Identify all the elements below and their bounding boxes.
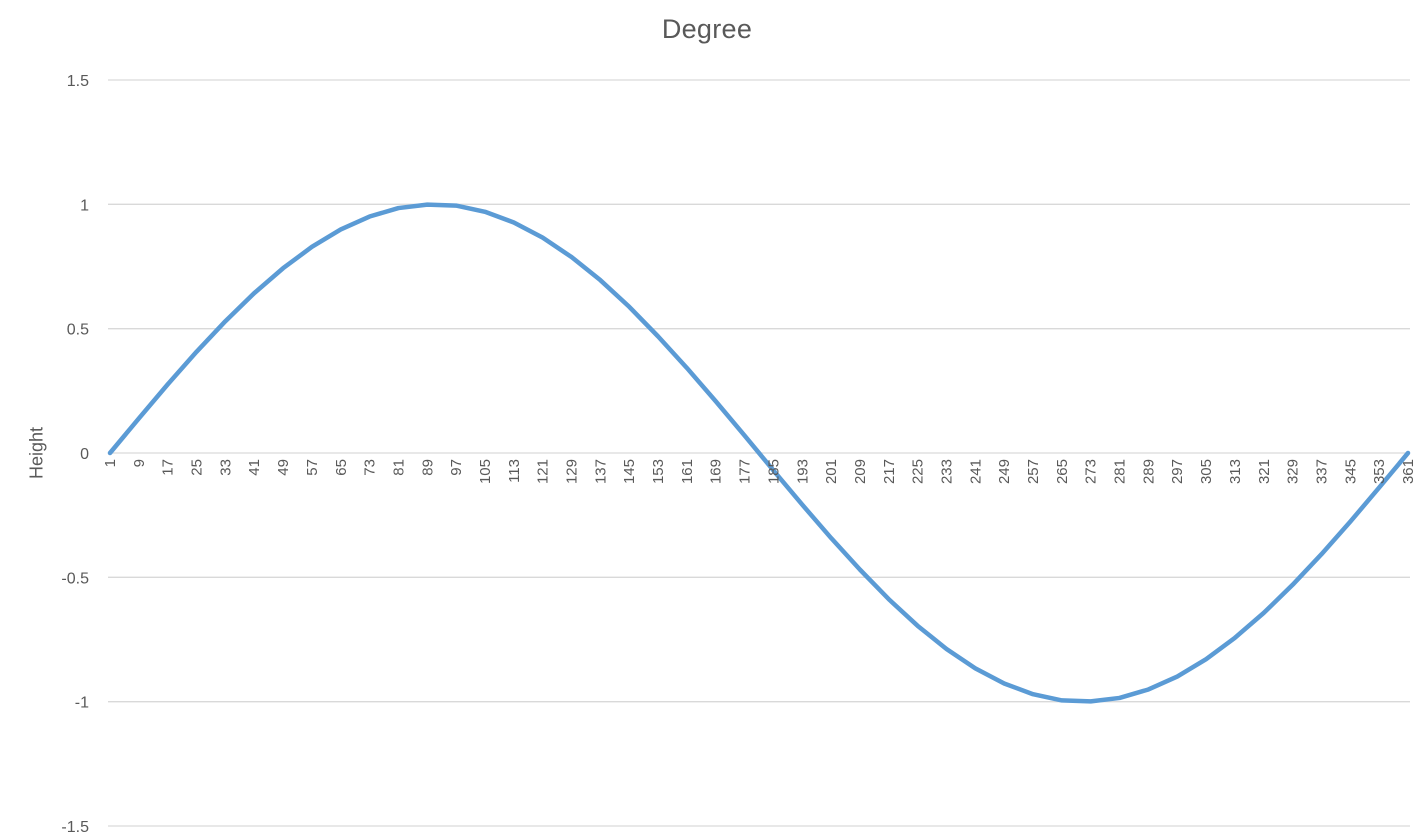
x-tick-label: 329: [1285, 459, 1302, 484]
x-tick-label: 57: [304, 459, 321, 476]
x-tick-label: 41: [246, 459, 263, 476]
x-tick-label: 233: [938, 459, 955, 484]
x-tick-label: 273: [1083, 459, 1100, 484]
chart-title: Degree: [661, 14, 753, 44]
x-tick-label: 25: [189, 459, 206, 476]
x-axis-ticks: 1 9 17 25 33 41 49 57 65 73 81 89 97 105 113 121 129 137 1…: [102, 459, 1414, 484]
x-tick-label: 153: [650, 459, 667, 484]
x-tick-label: 345: [1342, 459, 1359, 484]
x-tick-label: 265: [1054, 459, 1071, 484]
y-axis-ticks: 1.5 1 0.5 0 -0.5 -1 -1.5: [61, 73, 89, 834]
gridlines: [108, 79, 1410, 827]
x-tick-label: 289: [1140, 459, 1157, 484]
x-tick-label: 145: [621, 459, 638, 484]
x-tick-label: 361: [1400, 459, 1414, 484]
x-tick-label: 65: [333, 459, 350, 476]
x-tick-label: 281: [1112, 459, 1129, 484]
x-tick-label: 177: [737, 459, 754, 484]
x-tick-label: 81: [390, 459, 407, 476]
x-tick-label: 241: [967, 459, 984, 484]
x-tick-label: 17: [160, 459, 177, 476]
y-tick-label: 1.5: [67, 73, 89, 90]
series-lines: [107, 202, 1411, 704]
x-tick-label: 33: [217, 459, 234, 476]
y-tick-label: 0.5: [67, 322, 89, 339]
series-line: [107, 202, 1411, 704]
x-tick-label: 257: [1025, 459, 1042, 484]
x-tick-label: 353: [1371, 459, 1388, 484]
x-tick-label: 129: [564, 459, 581, 484]
x-tick-label: 97: [448, 459, 465, 476]
x-tick-label: 105: [477, 459, 494, 484]
x-tick-label: 169: [708, 459, 725, 484]
y-tick-label: -1: [75, 695, 89, 712]
x-tick-label: 201: [823, 459, 840, 484]
x-tick-label: 73: [362, 459, 379, 476]
x-tick-label: 193: [794, 459, 811, 484]
y-tick-label: -0.5: [61, 570, 89, 587]
x-tick-label: 337: [1313, 459, 1330, 484]
x-tick-label: 313: [1227, 459, 1244, 484]
x-tick-label: 137: [592, 459, 609, 484]
x-tick-label: 305: [1198, 459, 1215, 484]
x-tick-label: 297: [1169, 459, 1186, 484]
x-tick-label: 249: [996, 459, 1013, 484]
x-tick-label: 1: [102, 459, 119, 467]
x-tick-label: 49: [275, 459, 292, 476]
x-tick-label: 209: [852, 459, 869, 484]
x-tick-label: 321: [1256, 459, 1273, 484]
x-tick-label: 185: [765, 459, 782, 484]
x-tick-label: 121: [535, 459, 552, 484]
y-tick-label: -1.5: [61, 819, 89, 834]
y-tick-label: 1: [80, 197, 89, 214]
x-tick-label: 89: [419, 459, 436, 476]
y-tick-label: 0: [80, 446, 89, 463]
x-tick-label: 113: [506, 459, 523, 483]
x-tick-label: 217: [881, 459, 898, 484]
x-tick-label: 225: [910, 459, 927, 484]
x-tick-label: 161: [679, 459, 696, 484]
x-tick-label: 9: [131, 459, 148, 467]
